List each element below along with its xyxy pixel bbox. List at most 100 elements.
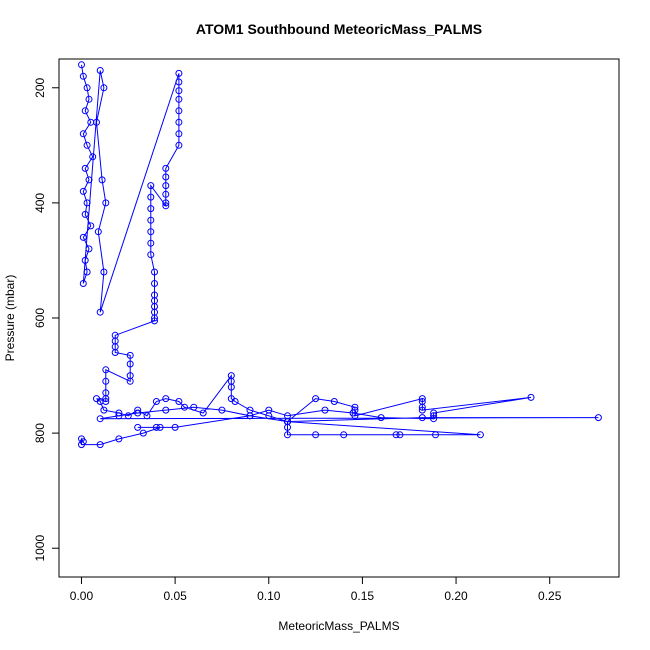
- data-point: [93, 118, 100, 126]
- data-point: [147, 216, 155, 224]
- data-point: [175, 107, 183, 115]
- data-point: [265, 406, 273, 414]
- data-point: [115, 435, 123, 443]
- data-point: [396, 431, 404, 439]
- data-point: [79, 187, 87, 195]
- data-point: [98, 176, 106, 184]
- data-point: [85, 176, 93, 184]
- data-point: [312, 431, 320, 439]
- data-point: [151, 268, 158, 276]
- data-point: [96, 415, 104, 423]
- data-point: [246, 412, 254, 420]
- data-point: [377, 414, 385, 422]
- chart-title: ATOM1 Southbound MeteoricMass_PALMS: [196, 21, 482, 37]
- data-point: [85, 95, 93, 103]
- data-point: [476, 431, 484, 439]
- y-tick-label: 400: [33, 193, 47, 213]
- data-point: [162, 182, 170, 190]
- data-point: [124, 412, 132, 420]
- data-point: [162, 395, 170, 403]
- data-point: [78, 61, 85, 69]
- data-point: [134, 409, 142, 417]
- data-point: [102, 395, 110, 403]
- data-point: [115, 409, 123, 417]
- data-point: [175, 118, 183, 126]
- data-point: [147, 193, 155, 201]
- data-point: [102, 199, 110, 207]
- series-line: [81, 64, 599, 446]
- data-point: [418, 406, 426, 414]
- data-point: [175, 130, 183, 138]
- data-point: [432, 431, 439, 439]
- data-point: [83, 268, 91, 276]
- data-point: [81, 107, 89, 115]
- data-point: [100, 84, 108, 92]
- data-point: [175, 398, 183, 405]
- data-point: [143, 412, 151, 420]
- data-point: [81, 210, 89, 218]
- y-tick-label: 800: [33, 423, 47, 443]
- x-axis: 0.00 0.05 0.10 0.15 0.20 0.25: [70, 576, 562, 603]
- data-point: [218, 406, 226, 414]
- x-tick-label: 0.00: [70, 589, 94, 603]
- data-point: [79, 233, 87, 241]
- data-point: [89, 153, 97, 161]
- data-point: [340, 431, 348, 439]
- data-point: [87, 222, 95, 230]
- data-point: [126, 360, 134, 368]
- data-point: [527, 393, 535, 401]
- data-point: [175, 95, 183, 103]
- data-point: [175, 69, 183, 77]
- data-point: [83, 84, 91, 92]
- data-point: [147, 228, 155, 236]
- data-point: [147, 239, 155, 247]
- data-point: [100, 406, 108, 414]
- data-point: [175, 78, 183, 86]
- x-tick-label: 0.05: [163, 589, 187, 603]
- data-point: [152, 398, 160, 405]
- data-point: [151, 314, 158, 322]
- data-point: [100, 268, 108, 276]
- plot-frame: [58, 58, 620, 578]
- data-point: [96, 308, 104, 316]
- data-point: [162, 173, 170, 181]
- data-point: [199, 409, 207, 417]
- data-point: [79, 130, 87, 138]
- data-point: [79, 72, 87, 80]
- data-point: [134, 406, 142, 414]
- data-point: [171, 423, 179, 431]
- data-point: [79, 438, 87, 446]
- data-point: [151, 280, 158, 287]
- data-point: [147, 205, 155, 213]
- y-tick-label: 600: [33, 308, 47, 328]
- data-point: [156, 423, 164, 431]
- data-point: [139, 429, 147, 437]
- data-point: [111, 349, 119, 356]
- data-point: [330, 398, 338, 405]
- data-point: [430, 415, 438, 423]
- data-point: [231, 398, 239, 405]
- y-tick-label: 200: [33, 77, 47, 97]
- data-point: [392, 431, 400, 439]
- data-point: [284, 418, 291, 426]
- data-point: [175, 87, 183, 95]
- y-axis: 200 400 600 800 1000: [33, 77, 60, 562]
- data-point: [162, 199, 170, 207]
- y-axis-label: Pressure (mbar): [3, 275, 17, 362]
- data-point: [175, 141, 183, 149]
- data-point: [418, 414, 426, 422]
- data-point: [181, 403, 188, 411]
- data-point: [151, 317, 158, 325]
- data-point: [418, 403, 426, 411]
- data-point: [162, 406, 170, 414]
- data-point: [83, 199, 91, 207]
- data-point: [79, 280, 87, 287]
- x-tick-label: 0.20: [444, 589, 468, 603]
- data-point: [227, 383, 235, 391]
- data-point: [349, 409, 357, 417]
- x-tick-label: 0.25: [538, 589, 562, 603]
- x-tick-label: 0.10: [257, 589, 281, 603]
- data-point: [126, 377, 134, 385]
- data-point: [81, 256, 89, 264]
- data-point: [94, 228, 102, 236]
